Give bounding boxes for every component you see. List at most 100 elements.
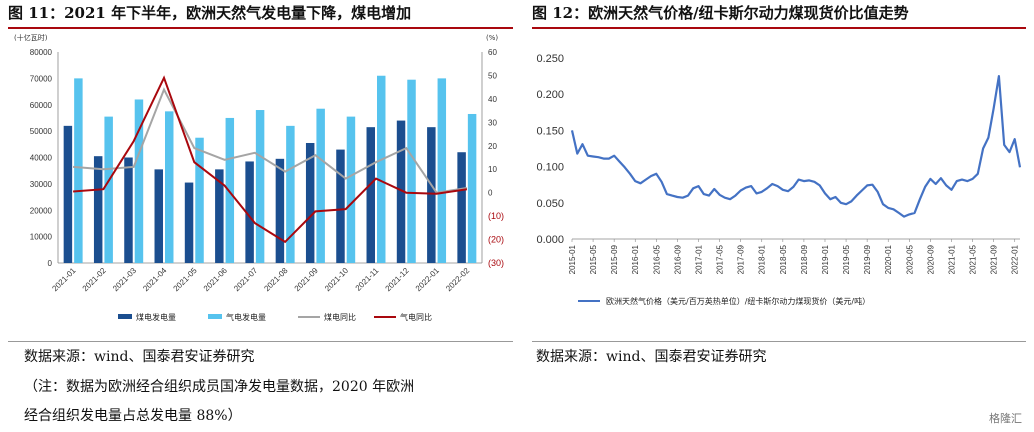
y-tick-label: 0.150 bbox=[536, 125, 564, 137]
x-tick-label: 2017-05 bbox=[716, 244, 725, 274]
x-tick-label: 2021-01 bbox=[50, 266, 78, 294]
coal-generation-bar bbox=[457, 152, 465, 263]
x-tick-label: 2016-09 bbox=[673, 244, 682, 274]
gas-generation-bar bbox=[195, 138, 203, 263]
left-y-tick-label: 50000 bbox=[30, 127, 53, 136]
x-tick-label: 2021-02 bbox=[81, 266, 109, 294]
y-tick-label: 0.100 bbox=[536, 162, 564, 174]
left-y-tick-label: 30000 bbox=[30, 180, 53, 189]
x-tick-label: 2019-05 bbox=[842, 244, 851, 274]
line-chart-gas-coal-ratio: 0.250 0.200 0.150 0.100 0.050 0.000 2015-01 201… bbox=[526, 30, 1028, 340]
right-y-tick-label: 0 bbox=[488, 189, 493, 198]
coal-generation-bar bbox=[427, 127, 435, 263]
left-note-line-2: 经合组织发电量占总发电量 88%） bbox=[24, 405, 242, 425]
legend-swatch bbox=[208, 314, 222, 319]
x-tick-label: 2022-01 bbox=[414, 266, 442, 294]
x-tick-label: 2021-03 bbox=[111, 266, 139, 294]
right-source-text: 数据来源：wind、国泰君安证券研究 bbox=[536, 346, 766, 366]
legend-label: 煤电同比 bbox=[324, 312, 356, 322]
x-tick-label: 2016-01 bbox=[631, 244, 640, 274]
x-tick-label: 2015-01 bbox=[568, 244, 577, 274]
y-tick-label: 0.000 bbox=[536, 234, 564, 246]
right-y-tick-label: 10 bbox=[488, 165, 497, 174]
x-tick-label: 2022-02 bbox=[444, 266, 472, 294]
gas-generation-bar bbox=[286, 126, 294, 263]
legend-label: 气电同比 bbox=[400, 312, 432, 322]
x-tick-label: 2017-01 bbox=[694, 244, 703, 274]
x-tick-label: 2021-01 bbox=[947, 244, 956, 274]
y-tick-label: 0.050 bbox=[536, 198, 564, 210]
gas-generation-bar bbox=[316, 109, 324, 263]
left-source-divider bbox=[8, 341, 513, 342]
gas-coal-ratio-line bbox=[572, 76, 1020, 217]
y-tick-label: 0.250 bbox=[536, 53, 564, 65]
left-y-tick-label: 20000 bbox=[30, 206, 53, 215]
gas-generation-bar bbox=[165, 111, 173, 263]
right-y-tick-label: 50 bbox=[488, 71, 497, 80]
gas-generation-bar bbox=[347, 117, 355, 263]
right-y-tick-label: (20) bbox=[488, 235, 504, 245]
legend-swatch bbox=[118, 314, 132, 319]
x-tick-label: 2020-01 bbox=[884, 244, 893, 274]
left-y-tick-label: 70000 bbox=[30, 74, 53, 83]
coal-generation-bar bbox=[155, 169, 163, 263]
left-y-tick-label: 0 bbox=[48, 259, 53, 268]
left-chart-title: 图 11：2021 年下半年，欧洲天然气发电量下降，煤电增加 bbox=[8, 0, 513, 29]
x-tick-label: 2018-09 bbox=[800, 244, 809, 274]
x-tick-label: 2021-05 bbox=[969, 244, 978, 274]
coal-generation-bar bbox=[336, 150, 344, 263]
left-y-tick-label: 40000 bbox=[30, 154, 53, 163]
x-tick-label: 2019-09 bbox=[863, 244, 872, 274]
left-y-tick-label: 10000 bbox=[30, 233, 53, 242]
left-y-tick-label: 60000 bbox=[30, 101, 53, 110]
gas-generation-bar bbox=[468, 114, 476, 263]
coal-generation-bar bbox=[124, 158, 132, 264]
x-tick-label: 2021-05 bbox=[172, 266, 200, 294]
x-tick-label: 2021-07 bbox=[232, 266, 260, 294]
x-tick-label: 2021-09 bbox=[990, 244, 999, 274]
x-tick-label: 2020-09 bbox=[926, 244, 935, 274]
right-source-divider bbox=[532, 341, 1026, 342]
right-y-tick-label: (10) bbox=[488, 211, 504, 221]
left-note-line-1: （注：数据为欧洲经合组织成员国净发电量数据，2020 年欧洲 bbox=[24, 376, 414, 396]
gas-generation-bar bbox=[438, 78, 446, 263]
left-y-tick-label: 80000 bbox=[30, 48, 53, 57]
gas-generation-bar bbox=[377, 76, 385, 263]
x-tick-label: 2021-10 bbox=[323, 266, 351, 294]
gas-generation-bar bbox=[256, 110, 264, 263]
legend-label: 煤电发电量 bbox=[136, 312, 176, 322]
coal-generation-bar bbox=[276, 159, 284, 263]
x-tick-label: 2021-12 bbox=[384, 266, 412, 294]
right-y-tick-label: 40 bbox=[488, 95, 497, 104]
x-tick-label: 2021-06 bbox=[202, 266, 230, 294]
legend-label: 气电发电量 bbox=[226, 312, 266, 322]
right-y-tick-label: 20 bbox=[488, 142, 497, 151]
gas-generation-bar bbox=[104, 117, 112, 263]
x-tick-label: 2021-09 bbox=[293, 266, 321, 294]
coal-generation-bar bbox=[367, 127, 375, 263]
gas-generation-bar bbox=[407, 80, 415, 263]
x-tick-label: 2016-05 bbox=[652, 244, 661, 274]
y-tick-label: 0.200 bbox=[536, 89, 564, 101]
x-tick-label: 2015-09 bbox=[610, 244, 619, 274]
right-y-tick-label: 30 bbox=[488, 118, 497, 127]
x-tick-label: 2015-05 bbox=[589, 244, 598, 274]
watermark-logo: 格隆汇 bbox=[989, 410, 1022, 426]
gas-generation-bar bbox=[74, 78, 82, 263]
right-chart-title: 图 12：欧洲天然气价格/纽卡斯尔动力煤现货价比值走势 bbox=[532, 0, 1026, 29]
x-tick-label: 2018-01 bbox=[758, 244, 767, 274]
coal-generation-bar bbox=[306, 143, 314, 263]
right-axis-unit: (%) bbox=[486, 34, 498, 42]
coal-generation-bar bbox=[94, 156, 102, 263]
x-tick-label: 2021-04 bbox=[141, 266, 169, 294]
x-tick-label: 2018-05 bbox=[779, 244, 788, 274]
x-tick-label: 2017-09 bbox=[737, 244, 746, 274]
coal-generation-bar bbox=[185, 183, 193, 263]
right-y-tick-label: 60 bbox=[488, 48, 497, 57]
left-source-text: 数据来源：wind、国泰君安证券研究 bbox=[24, 346, 254, 366]
x-tick-label: 2019-01 bbox=[821, 244, 830, 274]
bar-line-chart-electricity: (十亿瓦时) (%) 80000 70000 60000 50000 40000 30000 2… bbox=[0, 30, 520, 340]
left-axis-unit: (十亿瓦时) bbox=[14, 33, 48, 42]
x-tick-label: 2020-05 bbox=[905, 244, 914, 274]
legend-label: 欧洲天然气价格（美元/百万英热单位）/纽卡斯尔动力煤现货价（美元/吨） bbox=[606, 296, 870, 306]
